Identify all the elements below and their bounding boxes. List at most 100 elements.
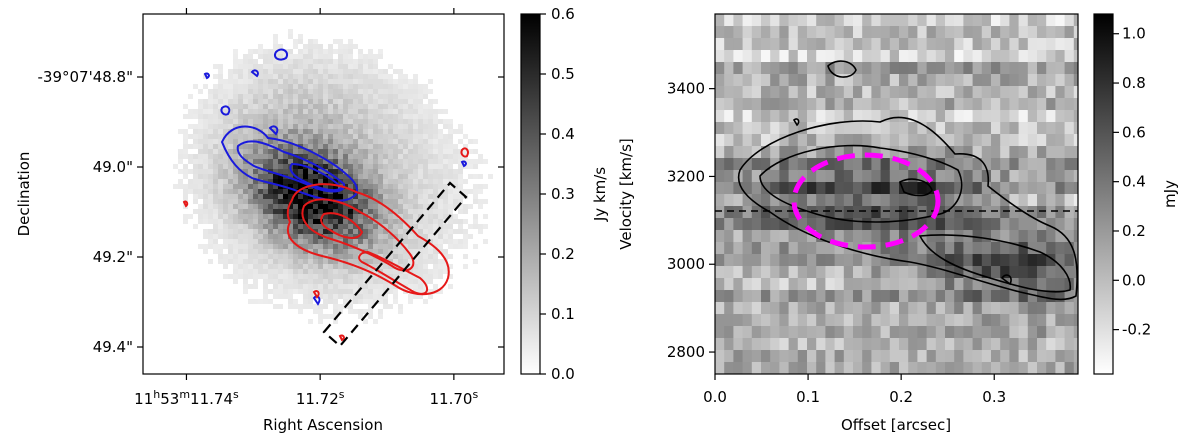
map-pixel (283, 219, 288, 224)
map-pixel (278, 84, 283, 89)
pv-ytick-label: 3200 (667, 167, 705, 185)
pv-pixel (981, 242, 992, 255)
pv-pixel (871, 206, 882, 219)
map-pixel (233, 104, 238, 109)
pv-pixel (908, 98, 918, 111)
map-pixel (323, 144, 328, 149)
map-pixel (253, 249, 258, 254)
pv-pixel (1037, 134, 1047, 147)
pv-pixel (1027, 230, 1038, 243)
pv-pixel (945, 26, 955, 39)
map-pixel (373, 159, 378, 164)
pv-pixel (797, 290, 808, 303)
pv-pixel (761, 194, 771, 207)
map-pixel (383, 284, 388, 289)
pv-pixel (1055, 134, 1066, 147)
pv-pixel (843, 62, 854, 75)
pv-pixel (816, 194, 826, 207)
pv-pixel (825, 26, 836, 39)
map-pixel (263, 289, 268, 294)
map-pixel (453, 239, 458, 244)
map-pixel (378, 259, 383, 264)
map-pixel (278, 134, 283, 139)
map-pixel (338, 159, 343, 164)
map-pixel (388, 264, 393, 269)
map-pixel (288, 59, 293, 64)
map-pixel (288, 294, 293, 299)
map-pixel (378, 159, 383, 164)
map-pixel (408, 264, 413, 269)
map-pixel (178, 149, 183, 154)
map-pixel (353, 279, 358, 284)
map-pixel (463, 209, 468, 214)
pv-pixel (1009, 242, 1020, 255)
map-pixel (273, 149, 278, 154)
map-pixel (398, 219, 403, 224)
map-pixel (393, 164, 398, 169)
pv-pixel (1073, 170, 1078, 183)
map-pixel (358, 219, 363, 224)
map-pixel (283, 109, 288, 114)
map-pixel (338, 54, 343, 59)
pv-pixel (1064, 158, 1075, 171)
map-pixel (328, 314, 333, 319)
pv-pixel (972, 242, 983, 255)
map-pixel (333, 184, 338, 189)
map-pixel (233, 244, 238, 249)
pv-pixel (779, 146, 790, 159)
map-pixel (263, 134, 268, 139)
map-pixel (298, 124, 303, 129)
pv-pixel (742, 206, 753, 219)
map-pixel (288, 84, 293, 89)
pv-pixel (843, 314, 854, 327)
pv-pixel (880, 98, 891, 111)
map-pixel (408, 234, 413, 239)
map-pixel (378, 99, 383, 104)
pv-pixel (761, 74, 771, 87)
map-pixel (213, 239, 218, 244)
map-pixel (273, 239, 278, 244)
map-pixel (313, 89, 318, 94)
pv-pixel (825, 86, 836, 99)
map-pixel (243, 64, 248, 69)
map-pixel (403, 114, 408, 119)
pv-pixel (1073, 26, 1078, 39)
map-pixel (403, 99, 408, 104)
map-pixel (448, 124, 453, 129)
map-pixel (363, 229, 368, 234)
map-pixel (278, 284, 283, 289)
map-pixel (268, 279, 273, 284)
pv-pixel (797, 38, 808, 51)
pv-pixel (834, 170, 845, 183)
map-pixel (358, 234, 363, 239)
map-pixel (373, 204, 378, 209)
map-pixel (298, 254, 303, 259)
pv-pixel (779, 230, 790, 243)
pv-pixel (1018, 134, 1029, 147)
map-pixel (253, 284, 258, 289)
map-pixel (378, 279, 383, 284)
map-pixel (368, 244, 373, 249)
pv-pixel (945, 98, 955, 111)
pv-pixel (770, 278, 780, 291)
map-pixel (333, 169, 338, 174)
pv-pixel (954, 38, 964, 51)
pv-pixel (935, 218, 946, 231)
map-pixel (268, 159, 273, 164)
map-pixel (218, 74, 223, 79)
pv-pixel (733, 326, 744, 339)
pv-pixel (889, 26, 900, 39)
map-pixel (223, 194, 228, 199)
map-pixel (223, 109, 228, 114)
map-pixel (383, 179, 388, 184)
map-pixel (253, 299, 258, 304)
pv-pixel (935, 362, 946, 374)
pv-pixel (908, 278, 918, 291)
map-pixel (288, 144, 293, 149)
map-pixel (333, 264, 338, 269)
pv-pixel (751, 122, 762, 135)
cbar2-tick-label: 0.0 (1122, 271, 1146, 289)
pv-pixel (779, 362, 790, 374)
pv-pixel (834, 38, 845, 51)
map-pixel (338, 174, 343, 179)
